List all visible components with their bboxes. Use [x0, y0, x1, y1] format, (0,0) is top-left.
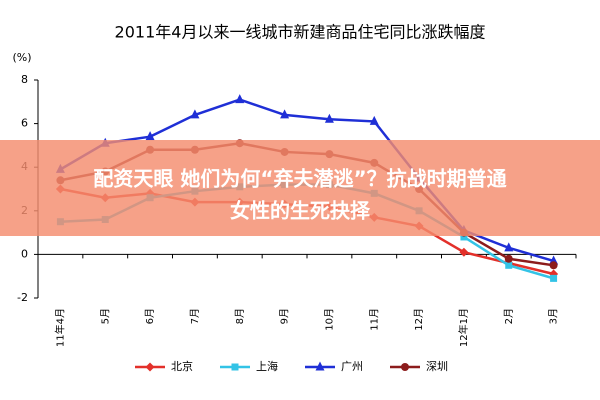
- marker: [460, 233, 468, 241]
- x-tick-label: 8月: [234, 308, 246, 324]
- legend-label: 北京: [171, 359, 193, 373]
- legend-label: 深圳: [426, 360, 448, 373]
- marker: [145, 362, 155, 372]
- marker: [369, 115, 379, 125]
- marker: [324, 113, 334, 123]
- marker: [235, 94, 245, 104]
- x-tick-label: 2月: [503, 308, 515, 324]
- y-tick-label: 6: [21, 117, 28, 130]
- x-tick-label: 12月: [413, 308, 425, 331]
- x-tick-label: 10月: [323, 308, 335, 331]
- x-tick-label: 3月: [548, 308, 560, 324]
- x-tick-label: 11年4月: [53, 308, 66, 347]
- x-tick-label: 12年1月: [457, 308, 470, 347]
- marker: [190, 109, 200, 119]
- banner-text: 女性的生死抉择: [230, 199, 371, 223]
- marker: [504, 254, 513, 263]
- marker: [550, 274, 558, 282]
- chart-title: 2011年4月以来一线城市新建商品住宅同比涨跌幅度: [115, 23, 486, 42]
- y-tick-label: 8: [21, 73, 28, 86]
- marker: [459, 247, 469, 257]
- marker: [315, 361, 325, 371]
- banner: [0, 140, 600, 236]
- legend-label: 广州: [341, 360, 363, 373]
- x-tick-label: 9月: [279, 308, 291, 324]
- y-tick-label: 0: [21, 247, 28, 260]
- y-axis-label: (%): [12, 51, 31, 64]
- marker: [145, 131, 155, 141]
- x-tick-label: 6月: [144, 308, 156, 324]
- banner-text: 配资天眼 她们为何“弃夫潜逃”？抗战时期普通: [93, 167, 506, 191]
- marker: [280, 109, 290, 119]
- marker: [505, 261, 513, 269]
- legend-label: 上海: [256, 359, 278, 373]
- legend: 北京 上海 广州 深圳: [135, 359, 448, 373]
- x-tick-label: 7月: [189, 308, 201, 324]
- marker: [401, 363, 409, 371]
- marker: [504, 242, 514, 252]
- marker: [549, 261, 558, 270]
- x-tick-label: 5月: [99, 308, 111, 324]
- marker: [231, 363, 239, 371]
- y-tick-label: -2: [17, 291, 28, 304]
- x-tick-label: 11月: [368, 308, 380, 331]
